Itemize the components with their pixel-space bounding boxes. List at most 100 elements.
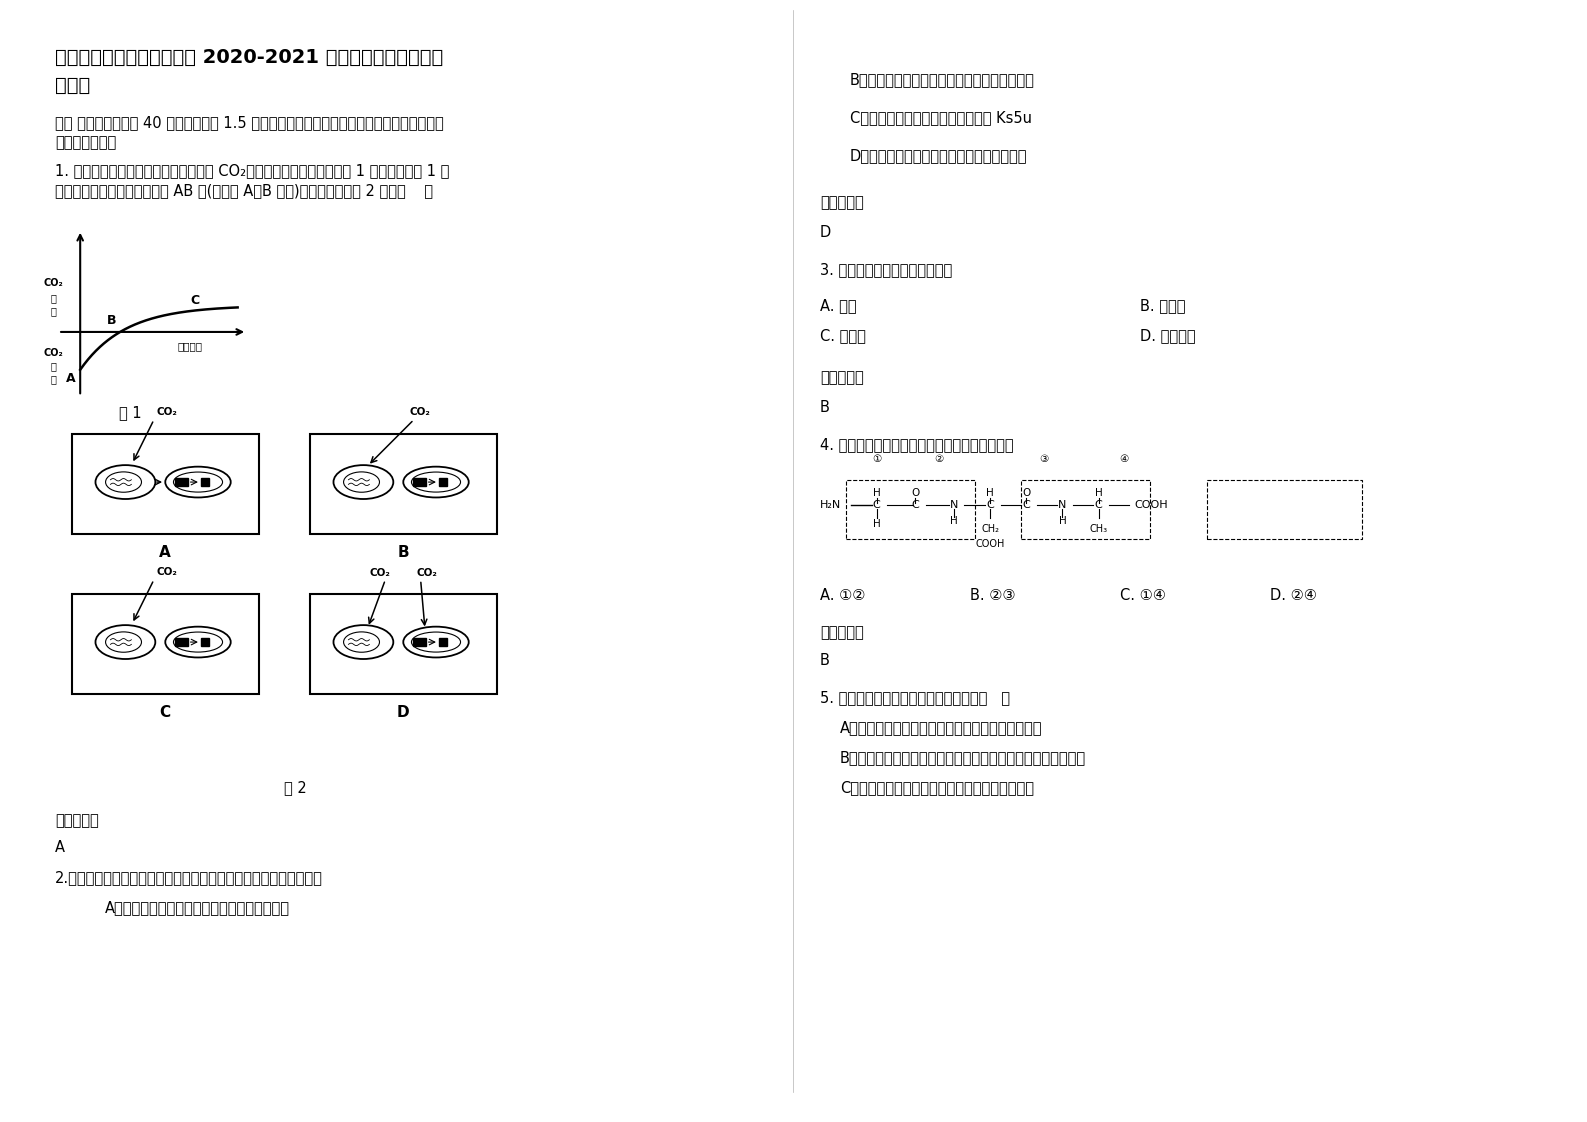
Text: COOH: COOH <box>976 540 1005 549</box>
Text: H: H <box>1095 488 1103 497</box>
Text: CO₂: CO₂ <box>409 407 430 416</box>
Text: CO₂: CO₂ <box>156 567 178 577</box>
Bar <box>202 638 209 646</box>
Ellipse shape <box>333 466 394 499</box>
Bar <box>175 638 187 646</box>
Ellipse shape <box>333 625 394 659</box>
Text: B. ②③: B. ②③ <box>970 588 1016 603</box>
Text: H₂N: H₂N <box>820 500 841 511</box>
Bar <box>202 478 209 486</box>
Text: C: C <box>1095 500 1103 511</box>
Text: O: O <box>1022 488 1030 497</box>
Text: 含解析: 含解析 <box>56 76 90 95</box>
Text: H: H <box>873 488 881 497</box>
Text: C: C <box>873 500 881 511</box>
Bar <box>175 478 187 486</box>
Text: A. ①②: A. ①② <box>820 588 865 603</box>
Bar <box>1020 480 1151 539</box>
Text: 所示细胞发生的情况与曲线中 AB 段(不包括 A、B 两点)相符的一项是图 2 中的（    ）: 所示细胞发生的情况与曲线中 AB 段(不包括 A、B 两点)相符的一项是图 2 … <box>56 183 433 197</box>
Text: C: C <box>159 705 170 719</box>
Ellipse shape <box>165 627 230 657</box>
Text: C: C <box>911 500 919 511</box>
Text: 参考答案：: 参考答案： <box>820 370 863 385</box>
Text: C．细胞分裂素促进细胞衰老，乙烯促进果实生长: C．细胞分裂素促进细胞衰老，乙烯促进果实生长 <box>840 780 1035 795</box>
Text: 释: 释 <box>51 361 57 371</box>
Ellipse shape <box>95 625 156 659</box>
Text: 参考答案：: 参考答案： <box>820 195 863 210</box>
Text: A．疫苗不是用于治疗疾病，而是用于预防疾病: A．疫苗不是用于治疗疾病，而是用于预防疾病 <box>105 900 290 916</box>
Ellipse shape <box>165 467 230 497</box>
Text: 4. 下图是一个多肽分子，其中代表肽键的标号是: 4. 下图是一个多肽分子，其中代表肽键的标号是 <box>820 436 1014 452</box>
Text: D: D <box>397 705 409 719</box>
Bar <box>846 480 974 539</box>
Text: 1. 通过实测一片叶子在不同光照条件下 CO₂吸收和释放的情况得到如图 1 所示曲线。图 1 中: 1. 通过实测一片叶子在不同光照条件下 CO₂吸收和释放的情况得到如图 1 所示… <box>56 163 449 178</box>
Text: D．人类通过接种牛痘疫苗消灭了脊髓灰质炎: D．人类通过接种牛痘疫苗消灭了脊髓灰质炎 <box>851 148 1027 163</box>
Bar <box>1206 480 1362 539</box>
Text: C. ①④: C. ①④ <box>1120 588 1166 603</box>
Text: B．疫苗能刺激人体产生相应的抗体和记忆细胞: B．疫苗能刺激人体产生相应的抗体和记忆细胞 <box>851 72 1035 88</box>
Text: H: H <box>1059 516 1066 526</box>
Text: 参考答案：: 参考答案： <box>820 625 863 640</box>
Text: 河北省石家庄市获鹿镇中学 2020-2021 学年高二生物期末试卷: 河北省石家庄市获鹿镇中学 2020-2021 学年高二生物期末试卷 <box>56 48 443 67</box>
Text: N: N <box>951 500 959 511</box>
Text: A: A <box>56 840 65 855</box>
Text: CO₂: CO₂ <box>43 278 63 288</box>
Text: C: C <box>987 500 993 511</box>
Text: H: H <box>951 516 959 526</box>
Text: H: H <box>873 518 881 528</box>
Text: COOH: COOH <box>1135 500 1168 511</box>
Text: ③: ③ <box>1039 454 1049 465</box>
Text: 光照强度: 光照强度 <box>178 341 203 351</box>
Text: CH₂: CH₂ <box>981 524 1000 534</box>
Text: B. 核糖体: B. 核糖体 <box>1139 298 1185 313</box>
Text: A: A <box>159 544 171 560</box>
Text: 放: 放 <box>51 375 57 384</box>
Text: O: O <box>911 488 919 497</box>
Text: ①: ① <box>873 454 881 465</box>
Text: 收: 收 <box>51 306 57 316</box>
Ellipse shape <box>95 466 156 499</box>
Text: C. 细胞核: C. 细胞核 <box>820 328 867 343</box>
Bar <box>309 594 497 693</box>
Text: 吸: 吸 <box>51 293 57 303</box>
Text: C．疫苗可通过注射或口服进入人体 Ks5u: C．疫苗可通过注射或口服进入人体 Ks5u <box>851 110 1032 125</box>
Text: 图 2: 图 2 <box>284 780 306 795</box>
Ellipse shape <box>403 627 468 657</box>
Text: CO₂: CO₂ <box>43 348 63 358</box>
Text: H: H <box>987 488 993 497</box>
Text: ②: ② <box>935 454 943 465</box>
Text: CO₂: CO₂ <box>370 568 390 578</box>
Text: D: D <box>820 226 832 240</box>
Text: 2.疫苗与人类的身体健康关系密切。下列有关疫苗的叙述错误的是：: 2.疫苗与人类的身体健康关系密切。下列有关疫苗的叙述错误的是： <box>56 870 322 885</box>
Text: 题目要求的。）: 题目要求的。） <box>56 135 116 150</box>
Bar <box>71 434 259 534</box>
Text: CO₂: CO₂ <box>156 407 178 416</box>
Bar <box>438 638 448 646</box>
Text: D. 细胞溶胶: D. 细胞溶胶 <box>1139 328 1195 343</box>
Text: B: B <box>397 544 409 560</box>
Text: CH₃: CH₃ <box>1089 524 1108 534</box>
Text: B．具顶端优势的枝条，其侧芽部位因生长素浓度过低而不生长: B．具顶端优势的枝条，其侧芽部位因生长素浓度过低而不生长 <box>840 749 1086 765</box>
Bar <box>71 594 259 693</box>
Text: B: B <box>820 401 830 415</box>
Text: B: B <box>820 653 830 668</box>
Text: CO₂: CO₂ <box>416 568 436 578</box>
Text: 5. 下列关于植物激素的叙述，正确的是（   ）: 5. 下列关于植物激素的叙述，正确的是（ ） <box>820 690 1009 705</box>
Text: 参考答案：: 参考答案： <box>56 813 98 828</box>
Text: 图 1: 图 1 <box>119 405 141 420</box>
Text: A. 液泡: A. 液泡 <box>820 298 857 313</box>
Text: D. ②④: D. ②④ <box>1270 588 1317 603</box>
Text: C: C <box>1022 500 1030 511</box>
Ellipse shape <box>403 467 468 497</box>
Text: C: C <box>190 294 200 307</box>
Text: A．生产啤酒时利用赤霉素处理大麦种子可降低成本: A．生产啤酒时利用赤霉素处理大麦种子可降低成本 <box>840 720 1043 735</box>
Text: A: A <box>65 371 76 385</box>
Bar <box>413 638 425 646</box>
Text: 3. 活细胞内合成蛋白质的场所是: 3. 活细胞内合成蛋白质的场所是 <box>820 263 952 277</box>
Text: ④: ④ <box>1120 454 1128 465</box>
Bar <box>413 478 425 486</box>
Text: B: B <box>106 314 116 328</box>
Bar <box>438 478 448 486</box>
Bar <box>309 434 497 534</box>
Text: 一、 选择题（本题共 40 小题，每小题 1.5 分。在每小题给出的四个选项中，只有一项是符合: 一、 选择题（本题共 40 小题，每小题 1.5 分。在每小题给出的四个选项中，… <box>56 114 444 130</box>
